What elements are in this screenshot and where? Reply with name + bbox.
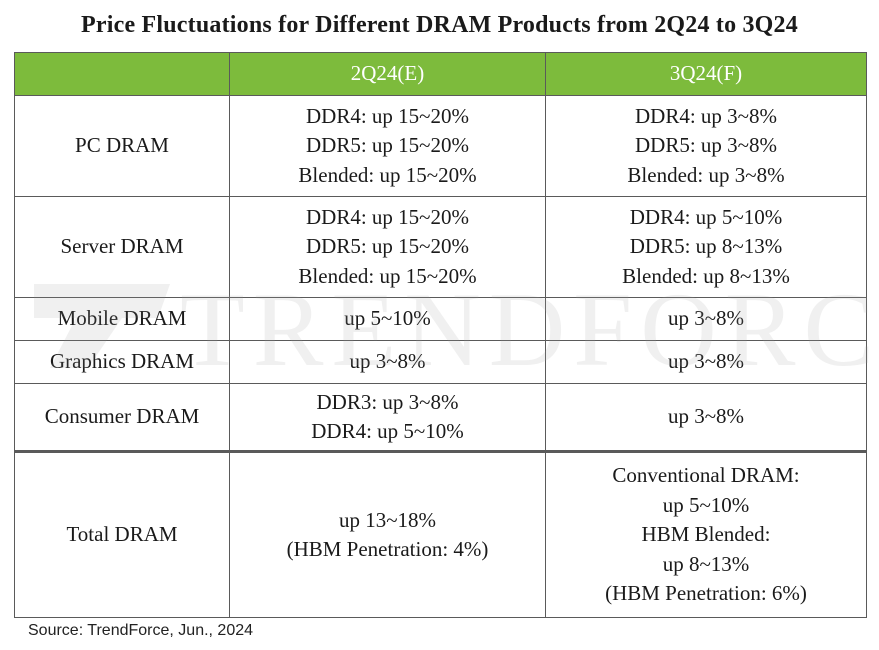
cell-3q24: up 3~8% [545,297,867,341]
cell-3q24: Conventional DRAM: up 5~10% HBM Blended:… [545,450,867,618]
cell-line: DDR4: up 15~20% [305,204,470,229]
row-label: Consumer DRAM [14,383,230,452]
cell-line: HBM Blended: [641,522,771,547]
row-label: Graphics DRAM [14,340,230,384]
row-label: Server DRAM [14,196,230,298]
cell-3q24: up 3~8% [545,340,867,384]
cell-2q24: up 3~8% [229,340,546,384]
table-row: PC DRAM DDR4: up 15~20% DDR5: up 15~20% … [14,95,867,197]
cell-line: up 3~8% [667,349,745,374]
cell-line: up 5~10% [344,306,431,331]
cell-line: DDR4: up 15~20% [305,103,470,128]
cell-line: (HBM Penetration: 6%) [605,581,807,606]
cell-2q24: up 5~10% [229,297,546,341]
table-row: Graphics DRAM up 3~8% up 3~8% [14,340,867,384]
row-label: PC DRAM [14,95,230,197]
cell-line: Conventional DRAM: [612,463,800,488]
cell-2q24: up 13~18% (HBM Penetration: 4%) [229,450,546,618]
cell-line: DDR4: up 5~10% [629,204,783,229]
cell-line: Blended: up 15~20% [298,263,477,288]
table-row: Server DRAM DDR4: up 15~20% DDR5: up 15~… [14,196,867,298]
cell-line: DDR4: up 3~8% [634,103,778,128]
table-header-row: 2Q24(E) 3Q24(F) [14,52,867,96]
cell-line: up 5~10% [662,492,750,517]
cell-line: DDR5: up 3~8% [634,133,778,158]
cell-2q24: DDR4: up 15~20% DDR5: up 15~20% Blended:… [229,196,546,298]
cell-3q24: up 3~8% [545,383,867,452]
cell-line: up 13~18% [338,507,437,532]
header-3q24: 3Q24(F) [545,52,867,96]
cell-line: up 3~8% [667,306,745,331]
cell-line: DDR5: up 15~20% [305,234,470,259]
cell-line: up 3~8% [349,349,426,374]
cell-3q24: DDR4: up 5~10% DDR5: up 8~13% Blended: u… [545,196,867,298]
cell-3q24: DDR4: up 3~8% DDR5: up 3~8% Blended: up … [545,95,867,197]
cell-line: up 8~13% [662,551,750,576]
cell-line: Blended: up 3~8% [627,162,785,187]
cell-line: DDR3: up 3~8% [316,389,459,414]
row-label: Mobile DRAM [14,297,230,341]
table-row: Consumer DRAM DDR3: up 3~8% DDR4: up 5~1… [14,383,867,452]
cell-2q24: DDR3: up 3~8% DDR4: up 5~10% [229,383,546,452]
cell-line: DDR5: up 8~13% [629,234,783,259]
source-note: Source: TrendForce, Jun., 2024 [28,622,254,639]
cell-line: Blended: up 15~20% [298,162,477,187]
header-2q24: 2Q24(E) [229,52,546,96]
row-label: Total DRAM [14,450,230,618]
cell-line: up 3~8% [667,404,745,429]
cell-line: (HBM Penetration: 4%) [286,537,489,561]
dram-price-table: 2Q24(E) 3Q24(F) PC DRAM DDR4: up 15~20% … [14,52,867,618]
cell-2q24: DDR4: up 15~20% DDR5: up 15~20% Blended:… [229,95,546,197]
cell-line: DDR5: up 15~20% [305,133,470,158]
cell-line: DDR4: up 5~10% [311,419,464,443]
page-title: Price Fluctuations for Different DRAM Pr… [81,12,798,38]
table-row: Mobile DRAM up 5~10% up 3~8% [14,297,867,341]
header-corner-cell [14,52,230,96]
table-row: Total DRAM up 13~18% (HBM Penetration: 4… [14,450,867,618]
cell-line: Blended: up 8~13% [622,263,790,288]
